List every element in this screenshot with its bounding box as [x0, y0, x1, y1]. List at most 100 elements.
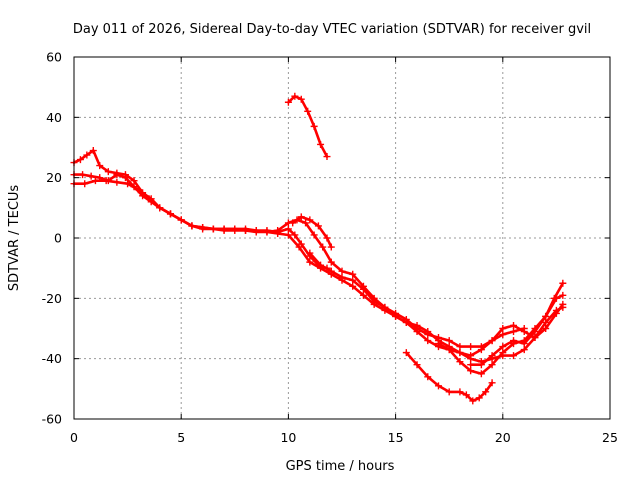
data-point: [542, 318, 550, 326]
data-point: [499, 325, 507, 332]
data-point: [477, 370, 485, 378]
axis-ticks: 0 5 10 15 20 25 -60 -40 -20 0 20 40 60: [42, 50, 618, 446]
data-point: [510, 328, 518, 336]
data-point: [462, 391, 470, 399]
data-series: [70, 92, 567, 405]
data-point: [113, 178, 121, 186]
data-point: [209, 225, 217, 233]
data-point: [323, 153, 331, 161]
data-point: [284, 231, 292, 239]
data-point: [520, 328, 528, 336]
data-point: [413, 321, 421, 329]
data-point: [134, 186, 142, 194]
data-point: [552, 306, 560, 314]
data-point: [304, 107, 312, 115]
data-point: [295, 243, 303, 251]
data-point: [338, 273, 346, 281]
data-point: [284, 98, 292, 106]
data-point: [445, 346, 453, 354]
data-point: [531, 328, 539, 336]
data-point: [87, 172, 95, 180]
data-point: [349, 282, 357, 290]
data-point: [252, 228, 260, 236]
data-point: [456, 358, 464, 366]
data-point: [510, 352, 518, 360]
data-point: [96, 162, 104, 170]
data-point: [456, 349, 464, 357]
data-point: [130, 177, 138, 185]
data-point: [499, 343, 507, 351]
data-point: [199, 225, 207, 233]
chart-title: Day 011 of 2026, Sidereal Day-to-day VTE…: [73, 22, 591, 37]
data-point: [456, 343, 464, 351]
data-point: [274, 229, 282, 237]
data-point: [559, 291, 567, 299]
y-tick-label: 20: [46, 170, 62, 185]
data-point: [113, 171, 121, 179]
data-point: [156, 204, 164, 212]
series-line: [72, 173, 526, 348]
y-tick-label: -60: [42, 412, 62, 427]
data-point: [413, 361, 421, 369]
data-point: [392, 312, 400, 320]
x-axis-label: GPS time / hours: [286, 459, 395, 474]
y-tick-label: 60: [46, 50, 62, 65]
data-point: [467, 355, 475, 363]
data-point: [145, 195, 153, 203]
data-point: [263, 228, 271, 236]
data-point: [104, 168, 112, 176]
data-point: [402, 318, 410, 326]
data-point: [297, 95, 305, 103]
series-6: [306, 249, 567, 366]
data-point: [445, 337, 453, 345]
x-tick-label: 0: [70, 430, 78, 445]
data-point: [510, 337, 518, 345]
data-point: [550, 294, 558, 302]
series-2: [70, 171, 528, 351]
data-point: [424, 337, 432, 345]
series-8: [467, 279, 567, 369]
data-point: [327, 258, 335, 266]
data-point: [79, 171, 87, 179]
data-point: [488, 361, 496, 369]
y-axis-label: SDTVAR / TECUs: [7, 185, 22, 292]
data-point: [469, 397, 477, 405]
data-point: [542, 312, 550, 320]
data-point: [327, 267, 335, 275]
data-point: [220, 225, 228, 233]
data-point: [445, 388, 453, 396]
data-point: [482, 388, 490, 396]
grid: [74, 57, 610, 419]
data-point: [520, 346, 528, 354]
data-point: [559, 279, 567, 287]
data-point: [499, 349, 507, 357]
series-9: [402, 349, 496, 405]
data-point: [413, 328, 421, 336]
data-point: [89, 147, 97, 155]
data-point: [424, 328, 432, 336]
x-tick-label: 20: [495, 430, 511, 445]
series-line: [72, 149, 329, 270]
data-point: [323, 234, 331, 242]
data-point: [284, 225, 292, 233]
data-point: [102, 177, 110, 185]
data-point: [349, 270, 357, 278]
data-point: [242, 226, 250, 234]
data-point: [477, 361, 485, 369]
data-point: [499, 331, 507, 339]
data-point: [559, 303, 567, 311]
x-tick-label: 15: [388, 430, 404, 445]
data-point: [510, 321, 518, 329]
data-point: [83, 151, 91, 159]
data-point: [338, 267, 346, 275]
data-point: [424, 373, 432, 381]
data-point: [317, 261, 325, 269]
data-point: [370, 297, 378, 305]
data-point: [291, 92, 299, 100]
data-point: [317, 140, 325, 148]
series-1: [70, 147, 331, 272]
x-tick-label: 10: [280, 430, 296, 445]
data-point: [306, 216, 314, 224]
data-point: [477, 346, 485, 354]
